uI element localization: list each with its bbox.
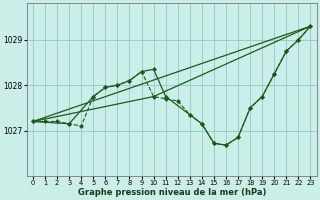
X-axis label: Graphe pression niveau de la mer (hPa): Graphe pression niveau de la mer (hPa): [77, 188, 266, 197]
